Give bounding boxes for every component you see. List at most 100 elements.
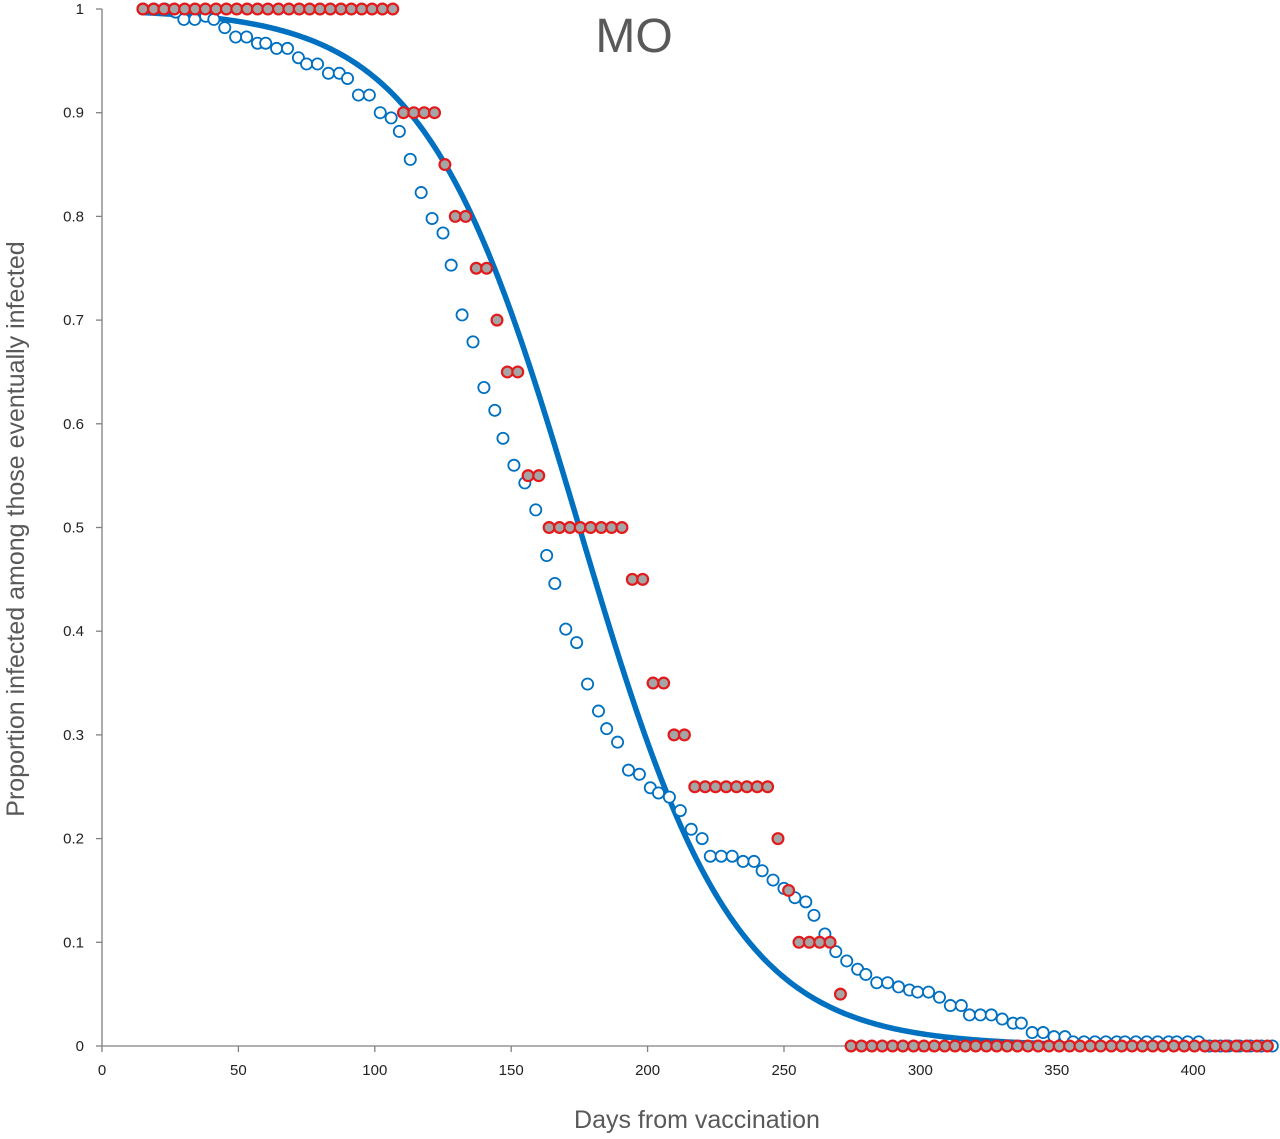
open-data-point: [229, 30, 243, 44]
open-data-point: [911, 985, 925, 999]
filled-data-point: [698, 780, 712, 794]
filled-data-point: [219, 2, 233, 16]
filled-data-point: [532, 469, 546, 483]
y-tick-label: 0.3: [63, 727, 84, 744]
x-tick-label: 100: [362, 1062, 387, 1079]
filled-data-point: [282, 2, 296, 16]
open-data-point: [799, 895, 813, 909]
x-tick-label: 150: [499, 1062, 524, 1079]
open-data-point: [870, 976, 884, 990]
open-data-point: [725, 849, 739, 863]
filled-data-point: [396, 106, 410, 120]
y-tick-label: 0.1: [63, 934, 84, 951]
filled-data-point: [646, 676, 660, 690]
open-data-point: [477, 381, 491, 395]
filled-data-point: [1031, 1039, 1045, 1053]
open-data-point: [259, 36, 273, 50]
open-data-point: [240, 30, 254, 44]
x-tick-label: 0: [98, 1062, 106, 1079]
filled-data-point: [1000, 1039, 1014, 1053]
open-data-point: [570, 636, 584, 650]
y-tick-label: 0.4: [63, 623, 84, 640]
y-tick-label: 1: [76, 1, 84, 18]
filled-data-point: [573, 520, 587, 534]
open-data-point: [632, 767, 646, 781]
open-data-point: [444, 258, 458, 272]
filled-data-point: [1010, 1039, 1024, 1053]
open-data-point: [321, 66, 335, 80]
fit-curve-line: [140, 9, 1278, 1049]
filled-data-point: [303, 2, 317, 16]
filled-data-point: [584, 520, 598, 534]
filled-data-point: [438, 158, 452, 172]
open-data-point: [1025, 1026, 1039, 1040]
open-data-point: [488, 403, 502, 417]
open-data-point: [662, 790, 676, 804]
filled-data-point: [605, 520, 619, 534]
filled-data-point: [1229, 1039, 1243, 1053]
filled-data-point: [1021, 1039, 1035, 1053]
filled-data-point: [1219, 1039, 1233, 1053]
filled-data-point: [500, 365, 514, 379]
y-tick-label: 0.7: [63, 312, 84, 329]
x-axis-title: Days from vaccination: [574, 1106, 820, 1134]
open-data-point: [611, 735, 625, 749]
filled-data-point: [1146, 1039, 1160, 1053]
open-data-point: [384, 111, 398, 125]
filled-data-point: [1188, 1039, 1202, 1053]
open-data-point: [984, 1008, 998, 1022]
filled-data-point: [1208, 1039, 1222, 1053]
open-data-point: [962, 1008, 976, 1022]
filled-data-point: [355, 2, 369, 16]
open-data-point: [207, 12, 221, 26]
open-data-point: [859, 967, 873, 981]
filled-data-point: [792, 935, 806, 949]
filled-data-point: [719, 780, 733, 794]
open-data-point: [1036, 1026, 1050, 1040]
open-data-point: [703, 849, 717, 863]
open-data-point: [403, 152, 417, 166]
open-data-point: [300, 57, 314, 71]
open-data-point: [1014, 1016, 1028, 1030]
open-data-point: [581, 677, 595, 691]
fit-curve-layer: [140, 9, 1278, 1049]
open-data-point: [540, 548, 554, 562]
open-data-point: [280, 41, 294, 55]
filled-data-point: [1063, 1039, 1077, 1053]
filled-data-point: [469, 261, 483, 275]
filled-data-point: [480, 261, 494, 275]
x-tick-label: 300: [908, 1062, 933, 1079]
open-data-point: [807, 908, 821, 922]
filled-data-point: [511, 365, 525, 379]
open-data-point: [311, 57, 325, 71]
filled-data-point: [958, 1039, 972, 1053]
open-data-point: [351, 88, 365, 102]
open-data-point: [829, 945, 843, 959]
open-data-point: [995, 1012, 1009, 1026]
filled-data-point: [979, 1039, 993, 1053]
y-tick-label: 0: [76, 1038, 84, 1055]
y-axis-title: Proportion infected among those eventual…: [2, 241, 30, 816]
filled-data-point: [1167, 1039, 1181, 1053]
filled-data-point: [167, 2, 181, 16]
filled-data-point: [1135, 1039, 1149, 1053]
open-data-point: [591, 704, 605, 718]
filled-data-point: [802, 935, 816, 949]
filled-data-point: [178, 2, 192, 16]
y-tick-label: 0.8: [63, 208, 84, 225]
filled-data-point: [157, 2, 171, 16]
open-data-point: [747, 854, 761, 868]
open-data-point: [529, 503, 543, 517]
filled-data-point: [688, 780, 702, 794]
open-data-point: [425, 211, 439, 225]
open-data-point: [455, 308, 469, 322]
open-data-point: [218, 21, 232, 35]
chart-title: MO: [595, 10, 672, 63]
open-data-point: [881, 976, 895, 990]
filled-data-point: [344, 2, 358, 16]
filled-data-point: [782, 883, 796, 897]
filled-data-point: [136, 2, 150, 16]
open-data-point: [373, 106, 387, 120]
open-data-point: [436, 226, 450, 240]
